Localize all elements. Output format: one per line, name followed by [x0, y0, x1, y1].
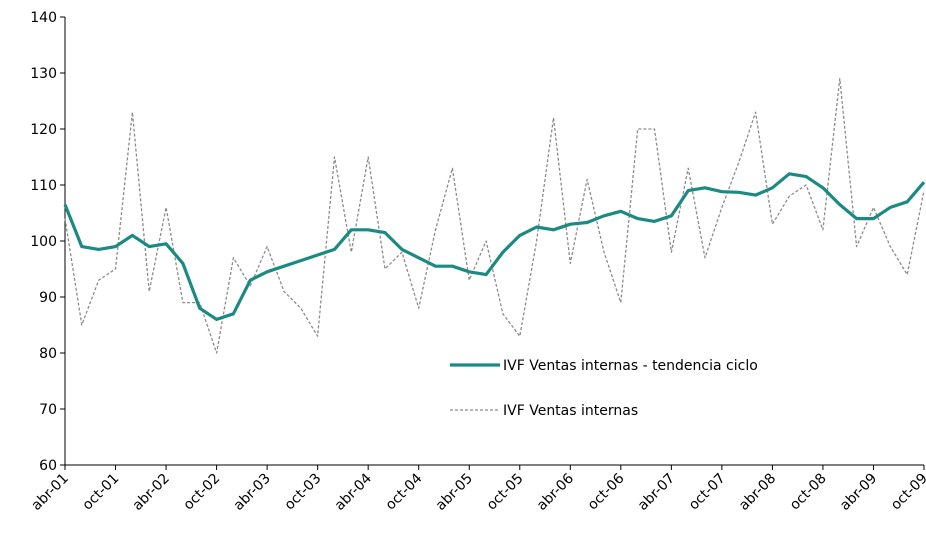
series-line — [64, 77, 925, 354]
x-tick-label: oct-05 — [484, 471, 527, 514]
y-tick-label: 60 — [39, 458, 57, 474]
y-tick-label: 130 — [30, 66, 57, 82]
x-tick-label: abr-02 — [130, 471, 173, 514]
x-tick-label: oct-01 — [79, 471, 122, 514]
x-tick-label: abr-05 — [433, 471, 476, 514]
x-tick-label: abr-07 — [635, 471, 678, 514]
y-tick-label: 140 — [30, 10, 57, 26]
series-line — [63, 172, 926, 321]
x-tick-label: oct-04 — [383, 470, 426, 513]
x-tick-label: oct-02 — [181, 471, 224, 514]
x-tick-label: abr-04 — [332, 470, 375, 513]
x-tick-label: abr-09 — [837, 471, 880, 514]
x-tick-label: oct-08 — [787, 471, 830, 514]
x-tick-label: abr-03 — [231, 471, 274, 514]
x-tick-label: oct-03 — [282, 471, 325, 514]
x-tick-label: abr-01 — [29, 471, 72, 514]
y-tick-label: 100 — [30, 234, 57, 250]
y-tick-label: 90 — [39, 290, 57, 306]
y-tick-label: 80 — [39, 346, 57, 362]
y-tick-label: 120 — [30, 122, 57, 138]
legend-label: IVF Ventas internas — [503, 403, 638, 419]
x-tick-label: abr-06 — [534, 470, 577, 513]
x-tick-label: oct-06 — [585, 470, 628, 513]
x-tick-label: abr-08 — [736, 471, 779, 514]
x-tick-label: oct-09 — [888, 471, 926, 514]
x-tick-label: oct-07 — [686, 471, 729, 514]
y-tick-label: 70 — [39, 402, 57, 418]
legend-label: IVF Ventas internas - tendencia ciclo — [503, 358, 758, 374]
y-tick-label: 110 — [30, 178, 57, 194]
